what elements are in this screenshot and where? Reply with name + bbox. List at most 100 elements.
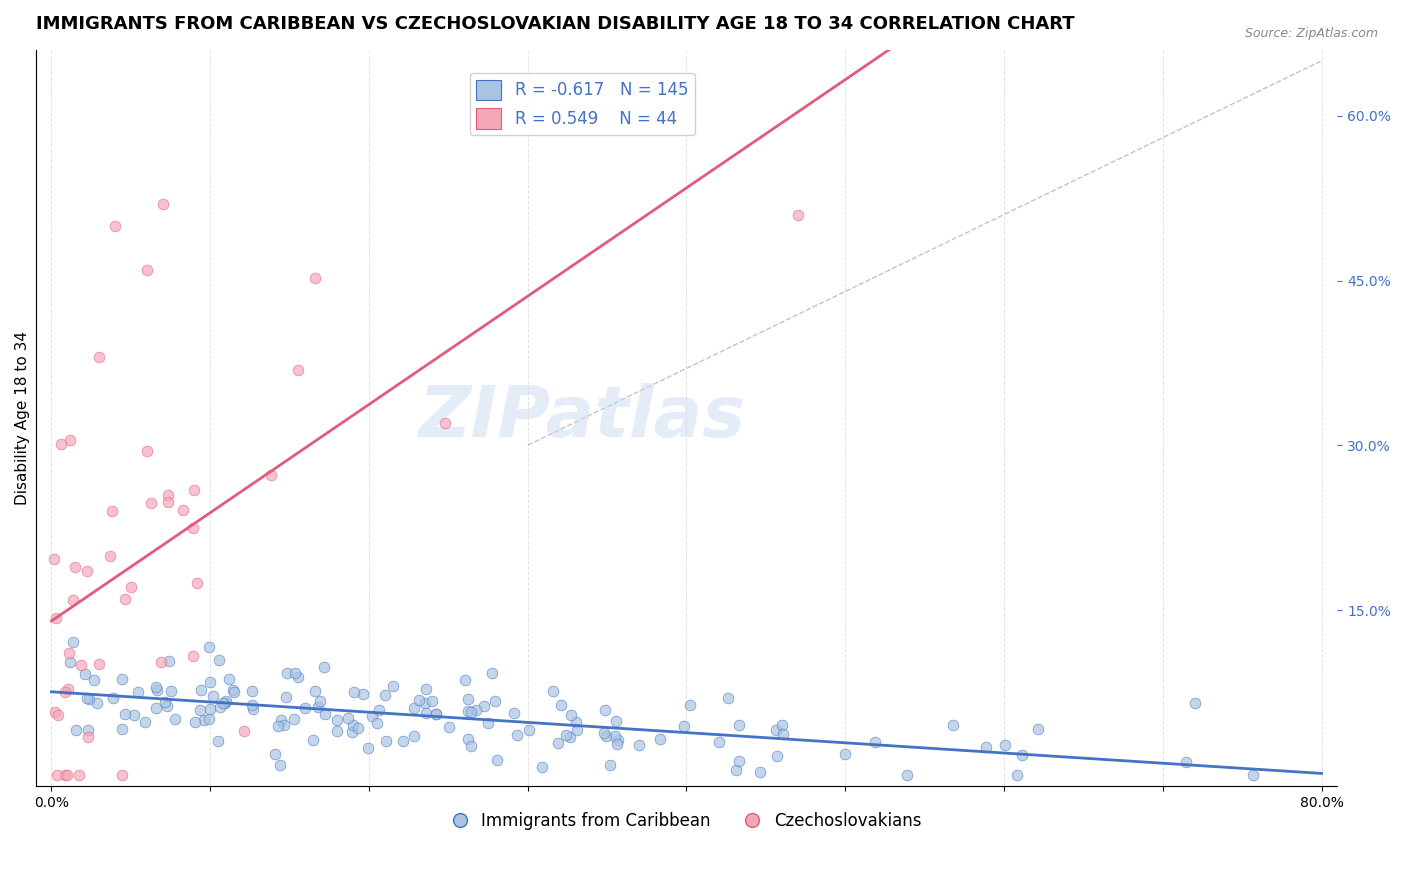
Point	[87, 657, 110, 672]
Point	[111, 672, 134, 686]
Point	[565, 723, 588, 737]
Point	[425, 706, 447, 721]
Point	[160, 684, 183, 698]
Point	[240, 684, 263, 698]
Point	[42, 552, 65, 566]
Point	[465, 702, 488, 716]
Point	[342, 717, 364, 731]
Point	[114, 707, 136, 722]
Text: ZIPatlas: ZIPatlas	[419, 384, 747, 452]
Point	[202, 690, 225, 704]
Point	[134, 714, 156, 729]
Point	[62, 592, 84, 607]
Point	[314, 659, 336, 673]
Point	[56, 682, 79, 697]
Point	[155, 695, 177, 709]
Point	[530, 760, 553, 774]
Point	[83, 673, 105, 687]
Point	[283, 712, 305, 726]
Point	[65, 723, 87, 737]
Point	[104, 219, 127, 233]
Point	[269, 758, 291, 772]
Point	[503, 706, 526, 720]
Point	[314, 707, 336, 722]
Point	[260, 468, 283, 483]
Point	[67, 768, 90, 782]
Point	[188, 702, 211, 716]
Point	[558, 730, 581, 744]
Point	[1026, 722, 1049, 736]
Point	[45, 611, 67, 625]
Y-axis label: Disability Age 18 to 34: Disability Age 18 to 34	[15, 331, 30, 505]
Point	[517, 723, 540, 738]
Point	[457, 691, 479, 706]
Point	[270, 713, 292, 727]
Point	[69, 657, 91, 672]
Point	[357, 740, 380, 755]
Point	[264, 747, 287, 761]
Point	[98, 549, 121, 563]
Point	[76, 730, 98, 744]
Point	[208, 653, 231, 667]
Point	[434, 417, 457, 431]
Point	[45, 768, 67, 782]
Point	[87, 351, 110, 365]
Point	[222, 682, 245, 697]
Point	[415, 706, 437, 721]
Point	[707, 735, 730, 749]
Point	[1175, 755, 1198, 769]
Point	[101, 691, 124, 706]
Point	[157, 654, 180, 668]
Point	[120, 581, 142, 595]
Point	[336, 711, 359, 725]
Text: Source: ZipAtlas.com: Source: ZipAtlas.com	[1244, 27, 1378, 40]
Point	[46, 708, 69, 723]
Point	[75, 667, 97, 681]
Point	[717, 691, 740, 706]
Point	[79, 692, 101, 706]
Point	[273, 717, 295, 731]
Point	[679, 698, 702, 713]
Point	[360, 708, 382, 723]
Point	[460, 739, 482, 753]
Point	[156, 488, 179, 502]
Point	[415, 697, 437, 711]
Point	[267, 719, 290, 733]
Point	[76, 565, 98, 579]
Point	[208, 700, 231, 714]
Point	[181, 521, 204, 535]
Point	[595, 730, 617, 744]
Point	[163, 712, 186, 726]
Point	[457, 704, 479, 718]
Point	[863, 734, 886, 748]
Point	[190, 683, 212, 698]
Point	[541, 683, 564, 698]
Point	[481, 665, 503, 680]
Point	[156, 494, 179, 508]
Point	[408, 692, 430, 706]
Point	[101, 504, 124, 518]
Point	[224, 685, 246, 699]
Point	[606, 737, 628, 751]
Point	[765, 723, 787, 738]
Point	[145, 680, 167, 694]
Point	[215, 694, 238, 708]
Point	[942, 718, 965, 732]
Point	[198, 712, 221, 726]
Point	[183, 483, 205, 498]
Point	[214, 696, 236, 710]
Point	[304, 684, 326, 698]
Point	[207, 734, 229, 748]
Point	[607, 732, 630, 747]
Point	[304, 271, 326, 285]
Point	[460, 705, 482, 719]
Point	[564, 714, 586, 729]
Point	[287, 669, 309, 683]
Point	[53, 685, 76, 699]
Point	[233, 724, 256, 739]
Point	[343, 684, 366, 698]
Point	[59, 656, 82, 670]
Point	[59, 433, 82, 447]
Legend: Immigrants from Caribbean, Czechoslovakians: Immigrants from Caribbean, Czechoslovaki…	[444, 805, 928, 837]
Point	[472, 699, 495, 714]
